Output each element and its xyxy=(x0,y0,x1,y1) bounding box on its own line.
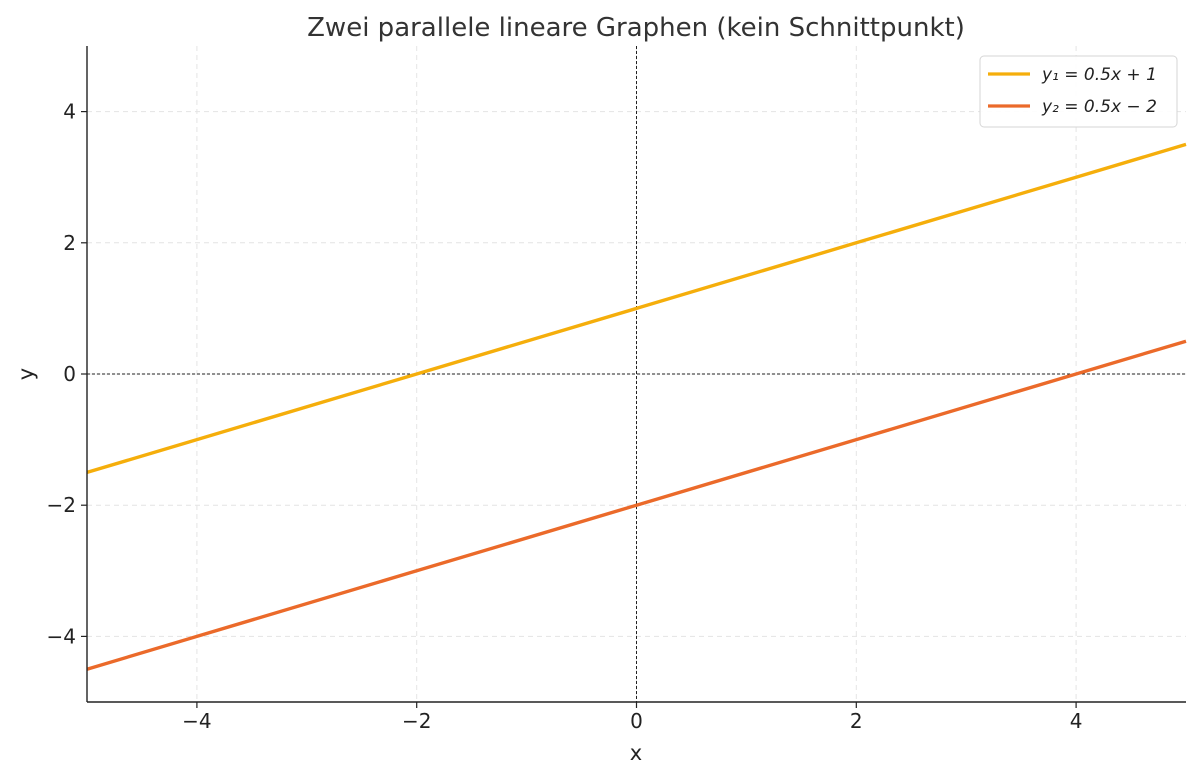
y-tick-label-3: 2 xyxy=(63,231,76,255)
reference-lines xyxy=(87,46,1186,702)
legend: y₁ = 0.5x + 1 y₂ = 0.5x − 2 xyxy=(979,55,1178,128)
x-tick-label-0: −4 xyxy=(182,709,211,733)
y-tick-label-1: −2 xyxy=(47,493,76,517)
series-group xyxy=(86,142,1187,671)
legend-entry-series-2: y₂ = 0.5x − 2 xyxy=(1041,97,1157,117)
x-ticks: −4 −2 0 2 4 xyxy=(182,702,1082,733)
x-tick-label-3: 2 xyxy=(850,709,863,733)
y-tick-label-4: 4 xyxy=(63,100,76,124)
x-tick-label-4: 4 xyxy=(1070,709,1083,733)
legend-entry-series-1: y₁ = 0.5x + 1 xyxy=(1041,65,1157,85)
series-line-2 xyxy=(86,339,1187,671)
x-tick-label-1: −2 xyxy=(402,709,431,733)
series-line-1 xyxy=(86,142,1187,475)
y-tick-label-0: −4 xyxy=(47,624,76,648)
x-tick-label-2: 0 xyxy=(630,709,643,733)
chart-title: Zwei parallele lineare Graphen (kein Sch… xyxy=(307,13,965,43)
y-tick-label-2: 0 xyxy=(63,362,76,386)
y-ticks: −4 −2 0 2 4 xyxy=(47,100,87,648)
x-axis-label: x xyxy=(630,741,642,765)
y-axis-label: y xyxy=(14,368,38,380)
